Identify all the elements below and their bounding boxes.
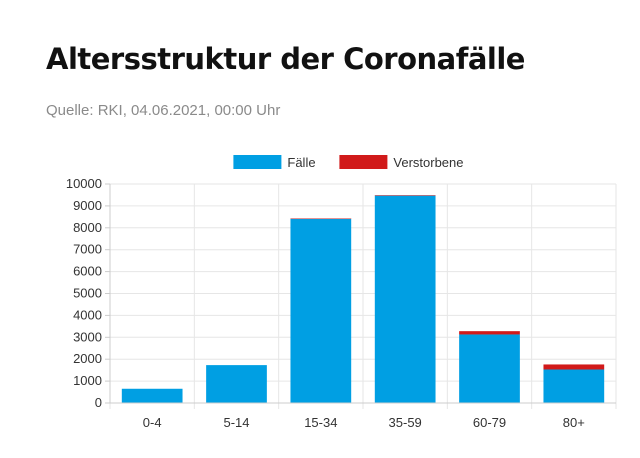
grid-lines: [109, 183, 617, 409]
x-tick-label: 15-34: [304, 415, 337, 430]
y-tick-label: 10000: [66, 176, 102, 191]
bar-faelle: [121, 388, 183, 403]
y-tick-labels: 0 1000 2000 3000 4000 5000 6000 7000 8000 9000 100…: [66, 176, 102, 410]
y-tick-label: 5000: [73, 286, 102, 301]
bar-verstorbene: [374, 195, 436, 196]
bar-faelle: [206, 365, 267, 403]
y-tick-label: 2000: [73, 351, 102, 366]
y-tick-label: 7000: [73, 242, 102, 257]
x-tick-label: 0-4: [143, 415, 162, 430]
source-note: Quelle: RKI, 04.06.2021, 00:00 Uhr: [46, 102, 281, 119]
axes: [105, 183, 616, 404]
y-tick-label: 8000: [73, 220, 102, 235]
bar-faelle: [543, 369, 605, 403]
bar-faelle: [290, 218, 352, 403]
bars: [121, 195, 605, 403]
legend: Fälle Verstorbene: [233, 155, 464, 170]
y-tick-label: 3000: [73, 329, 102, 344]
page-title: Altersstruktur der Coronafälle: [46, 42, 525, 76]
y-tick-label: 4000: [73, 307, 102, 322]
x-tick-label: 35-59: [389, 415, 422, 430]
y-tick-label: 6000: [73, 264, 102, 279]
y-tick-label: 1000: [73, 373, 102, 388]
bar-verstorbene: [543, 364, 605, 370]
x-tick-label: 80+: [563, 415, 585, 430]
y-tick-label: 0: [95, 395, 102, 410]
legend-label: Verstorbene: [393, 155, 463, 170]
bar-faelle: [459, 334, 520, 403]
x-tick-labels: 0-4 5-14 15-34 35-59 60-79 80+: [143, 415, 585, 430]
legend-label: Fälle: [287, 155, 315, 170]
x-tick-label: 5-14: [223, 415, 249, 430]
x-tick-label: 60-79: [473, 415, 506, 430]
bar-faelle: [374, 195, 436, 403]
legend-swatch: [339, 155, 388, 169]
y-tick-label: 9000: [73, 198, 102, 213]
bar-verstorbene: [290, 218, 352, 220]
bar-verstorbene: [459, 331, 520, 335]
legend-swatch: [233, 155, 282, 169]
